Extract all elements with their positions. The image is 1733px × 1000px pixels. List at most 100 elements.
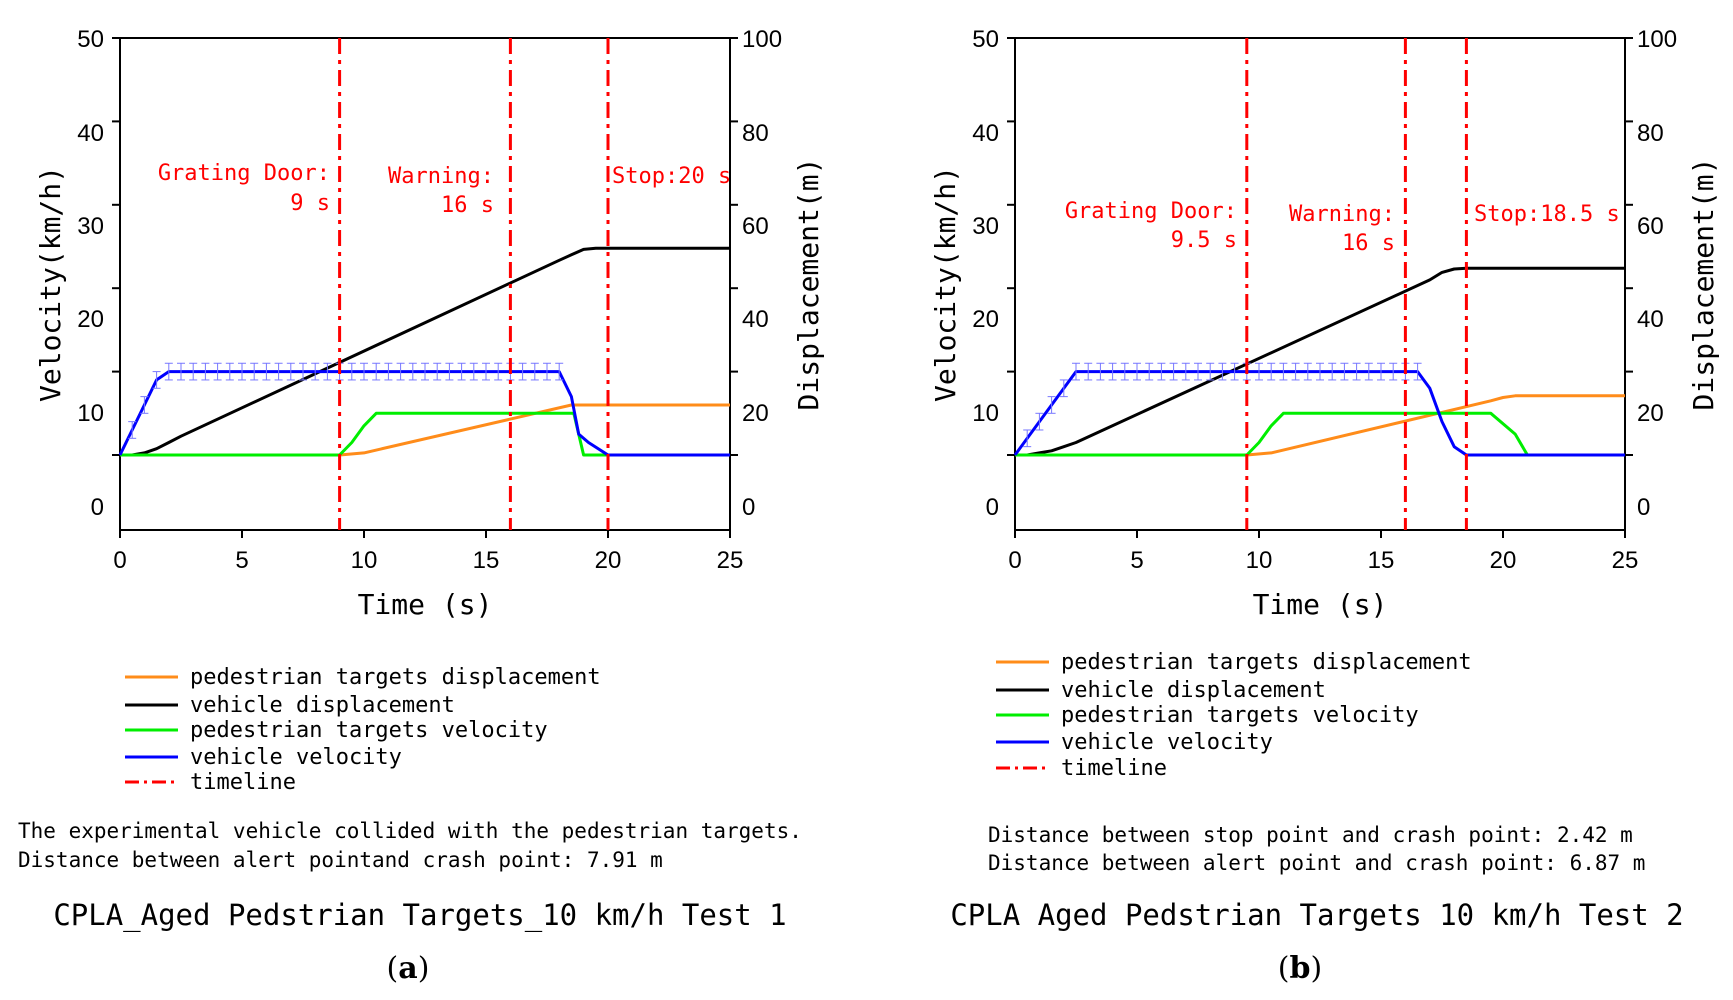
- y-tick-a-0: 0: [91, 494, 104, 521]
- panel-label-b: (b): [1278, 951, 1322, 986]
- x-tick-a-2: 10: [351, 547, 378, 574]
- error-bar-a-vehicle-velocity-23: [408, 362, 417, 381]
- series-a-vehicle-displacement: [120, 246, 730, 457]
- error-bar-b-vehicle-velocity-6: [1096, 362, 1105, 381]
- error-bar-a-vehicle-velocity-2: [152, 371, 161, 389]
- panel-label-b-open: (: [1278, 951, 1290, 986]
- error-bar-b-vehicle-velocity-22: [1291, 362, 1300, 381]
- timeline-b-0-label-2: 9.5 s: [1171, 228, 1237, 253]
- panel-label-a-letter: a: [398, 951, 417, 986]
- error-bar-a-vehicle-velocity-7: [213, 362, 222, 381]
- chart-title-a: CPLA_Aged Pedstrian Targets_10 km/h Test…: [53, 898, 786, 933]
- error-bar-a-vehicle-velocity-13: [286, 362, 295, 381]
- timeline-b-1-label-1: Warning:: [1289, 202, 1395, 227]
- error-bar-a-vehicle-velocity-21: [384, 362, 393, 381]
- error-bar-a-vehicle-velocity-20: [372, 362, 381, 381]
- error-bar-b-vehicle-velocity-20: [1267, 362, 1276, 381]
- y-tick-b-4: 40: [972, 120, 999, 147]
- error-bar-b-vehicle-velocity-21: [1279, 362, 1288, 381]
- error-bar-a-vehicle-velocity-9: [238, 362, 246, 381]
- panel-label-b-close: ): [1310, 951, 1322, 986]
- error-bar-b-vehicle-velocity-19: [1255, 362, 1263, 381]
- x-tick-a-1: 5: [235, 547, 248, 574]
- error-bar-a-vehicle-velocity-28: [469, 362, 478, 381]
- error-bar-a-vehicle-velocity-30: [494, 362, 503, 381]
- timeline-b-0-label-1: Grating Door:: [1065, 199, 1237, 224]
- y2-tick-a-2: 40: [742, 306, 769, 333]
- timeline-a-0-label-1: Grating Door:: [158, 161, 330, 186]
- error-bar-b-vehicle-velocity-26: [1340, 362, 1349, 381]
- y2-tick-b-1: 20: [1637, 400, 1664, 427]
- legend-a: pedestrian targets displacement vehicle …: [125, 665, 601, 795]
- y2-axis-label-b: Displacement(m): [1687, 158, 1720, 411]
- error-bar-a-vehicle-velocity-33: [530, 362, 539, 381]
- timeline-a-2-label-1: Stop:20 s: [612, 164, 731, 189]
- timeline-a-1-label-2: 16 s: [441, 193, 494, 218]
- error-bar-a-vehicle-velocity-5: [189, 362, 198, 381]
- error-bar-a-vehicle-velocity-32: [518, 362, 527, 381]
- series-b-pedestrian-targets-velocity: [1015, 411, 1625, 457]
- legend-b-label-2: pedestrian targets velocity: [1061, 703, 1419, 728]
- y2-tick-b-0: 0: [1637, 494, 1650, 521]
- chart-a: Grating Door: 9 s Warning: 16 s Stop:20 …: [18, 26, 825, 986]
- series-a-vehicle-velocity: [118, 370, 730, 457]
- legend-a-label-0: pedestrian targets displacement: [190, 665, 601, 690]
- plot-frame-a: [119, 37, 731, 531]
- error-bar-a-vehicle-velocity-3: [164, 362, 173, 381]
- legend-b-label-1: vehicle displacement: [1061, 678, 1326, 703]
- error-bar-b-vehicle-velocity-15: [1206, 362, 1215, 381]
- error-bar-a-vehicle-velocity-19: [360, 362, 368, 381]
- error-bar-b-vehicle-velocity-29: [1377, 362, 1385, 381]
- legend-a-label-3: vehicle velocity: [190, 745, 402, 770]
- error-bar-a-vehicle-velocity-25: [433, 362, 442, 381]
- error-bar-b-vehicle-velocity-0: [1023, 429, 1032, 448]
- plot-frame-b: [1014, 37, 1626, 531]
- timeline-a-0-label-2: 9 s: [290, 191, 330, 216]
- error-bar-b-vehicle-velocity-1: [1035, 412, 1044, 431]
- error-bar-a-vehicle-velocity-29: [482, 362, 490, 381]
- x-tick-b-5: 25: [1612, 547, 1639, 574]
- y2-tick-b-3: 60: [1637, 213, 1664, 240]
- series-b-vehicle-velocity: [1013, 370, 1625, 457]
- x-tick-b-4: 20: [1490, 547, 1517, 574]
- panel-label-a-close: ): [418, 951, 430, 986]
- error-bar-b-vehicle-velocity-16: [1218, 362, 1227, 381]
- timeline-b-2-label-1: Stop:18.5 s: [1474, 202, 1620, 227]
- error-bar-b-vehicle-velocity-14: [1194, 362, 1202, 381]
- error-bar-b-vehicle-velocity-27: [1352, 362, 1361, 381]
- y2-tick-b-4: 80: [1637, 120, 1664, 147]
- y2-tick-a-0: 0: [742, 494, 755, 521]
- error-bar-b-vehicle-velocity-7: [1108, 362, 1117, 381]
- y-axis-label-a: Velocity(km/h): [34, 166, 67, 402]
- error-bar-b-vehicle-velocity-13: [1181, 362, 1190, 381]
- legend-b-label-0: pedestrian targets displacement: [1061, 650, 1472, 675]
- timeline-b-1-label-2: 16 s: [1342, 231, 1395, 256]
- error-bar-b-vehicle-velocity-17: [1230, 362, 1239, 381]
- error-bar-a-vehicle-velocity-0: [128, 421, 137, 439]
- error-bar-a-vehicle-velocity-35: [555, 362, 564, 381]
- panel-label-b-letter: b: [1290, 951, 1311, 986]
- error-bar-b-vehicle-velocity-3: [1059, 379, 1068, 398]
- legend-a-label-1: vehicle displacement: [190, 693, 455, 718]
- error-bar-b-vehicle-velocity-25: [1328, 362, 1337, 381]
- error-bar-a-vehicle-velocity-8: [225, 362, 234, 381]
- y2-axis-label-a: Displacement(m): [792, 158, 825, 411]
- y-tick-a-2: 20: [77, 306, 104, 333]
- error-bar-b-vehicle-velocity-8: [1120, 362, 1129, 381]
- legend-a-label-2: pedestrian targets velocity: [190, 718, 548, 743]
- error-bar-a-vehicle-velocity-1: [140, 396, 149, 414]
- y-axis-label-b: Velocity(km/h): [929, 166, 962, 402]
- note-a-1: Distance between alert pointand crash po…: [18, 848, 663, 872]
- note-b-0: Distance between stop point and crash po…: [988, 823, 1633, 847]
- error-bar-b-vehicle-velocity-9: [1133, 362, 1141, 381]
- series-b-vehicle-displacement: [1015, 266, 1625, 457]
- y-tick-a-4: 40: [77, 120, 104, 147]
- y-tick-b-2: 20: [972, 306, 999, 333]
- error-bar-a-vehicle-velocity-22: [396, 362, 405, 381]
- y2-tick-b-5: 100: [1637, 26, 1677, 53]
- y-tick-b-0: 0: [986, 494, 999, 521]
- panel-label-a: (a): [387, 951, 430, 986]
- y2-tick-b-2: 40: [1637, 306, 1664, 333]
- timeline-a-1-label-1: Warning:: [388, 164, 494, 189]
- chart-title-b: CPLA Aged Pedstrian Targets 10 km/h Test…: [950, 898, 1683, 932]
